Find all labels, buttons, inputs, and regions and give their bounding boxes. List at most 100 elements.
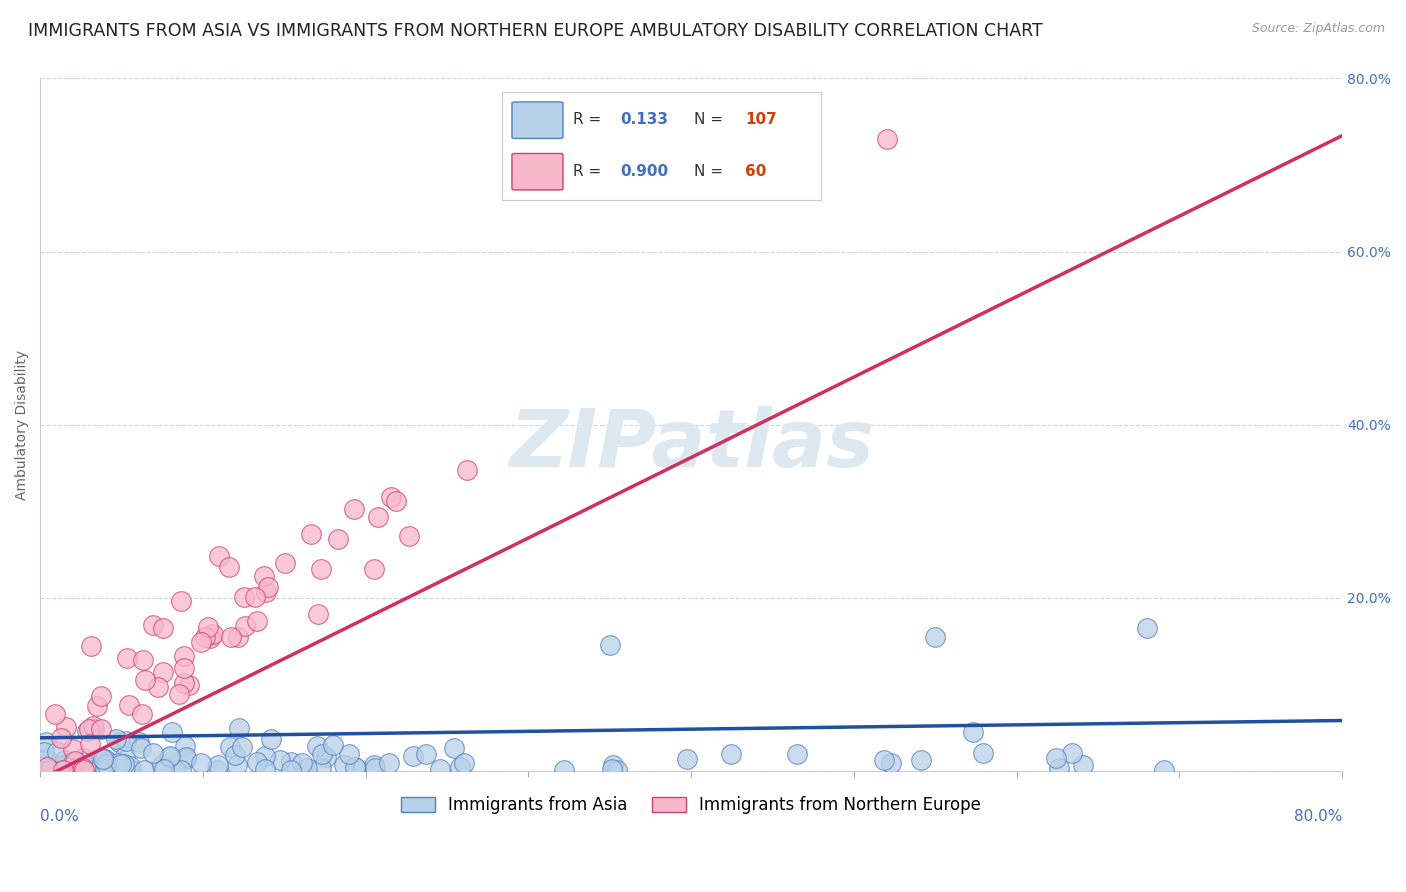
Point: [34, 751, 56, 765]
Point: [453, 756, 475, 770]
Point: [35, 760, 58, 774]
Point: [443, 741, 465, 756]
Point: [167, 687, 190, 701]
Point: [75, 758, 97, 772]
Point: [972, 746, 994, 760]
Point: [269, 753, 291, 767]
Point: [253, 749, 276, 764]
Point: [1153, 763, 1175, 777]
Point: [326, 532, 349, 546]
Point: [299, 527, 322, 541]
Point: [253, 569, 276, 583]
Point: [280, 763, 302, 777]
Point: [107, 756, 129, 770]
Point: [786, 747, 808, 761]
Point: [402, 748, 425, 763]
Point: [117, 698, 139, 713]
Point: [720, 747, 742, 761]
Point: [170, 763, 193, 777]
Point: [343, 760, 366, 774]
Point: [72, 761, 94, 775]
Text: 0.0%: 0.0%: [41, 809, 79, 824]
Point: [194, 631, 217, 645]
Point: [676, 752, 699, 766]
Point: [75, 762, 97, 776]
Point: [429, 762, 451, 776]
Point: [131, 706, 153, 721]
Point: [367, 509, 389, 524]
Point: [134, 763, 156, 777]
Point: [311, 747, 333, 761]
Point: [254, 585, 277, 599]
Point: [55, 721, 77, 735]
Point: [221, 630, 243, 644]
Point: [176, 750, 198, 764]
Point: [96, 757, 118, 772]
Text: ZIPatlas: ZIPatlas: [509, 407, 873, 484]
Point: [170, 594, 193, 608]
Point: [115, 651, 138, 665]
Point: [344, 761, 367, 775]
Point: [160, 724, 183, 739]
Point: [53, 758, 76, 772]
Point: [228, 721, 250, 735]
Point: [94, 762, 117, 776]
Point: [333, 758, 356, 772]
Text: 80.0%: 80.0%: [1294, 809, 1343, 824]
Point: [291, 756, 314, 771]
Point: [34, 759, 56, 773]
Point: [380, 490, 402, 504]
Point: [873, 753, 896, 767]
Point: [62, 741, 84, 756]
Point: [132, 652, 155, 666]
Point: [159, 749, 181, 764]
Point: [153, 763, 176, 777]
Point: [1136, 621, 1159, 635]
Point: [219, 739, 242, 754]
Point: [44, 707, 66, 722]
Point: [190, 756, 212, 770]
Point: [128, 735, 150, 749]
Point: [86, 699, 108, 714]
Point: [76, 724, 98, 739]
Point: [110, 757, 132, 772]
Text: Source: ZipAtlas.com: Source: ZipAtlas.com: [1251, 22, 1385, 36]
Point: [415, 747, 437, 761]
Point: [150, 757, 173, 772]
Point: [363, 562, 385, 576]
Point: [233, 619, 256, 633]
Point: [146, 680, 169, 694]
Point: [39, 756, 62, 770]
Point: [243, 590, 266, 604]
Point: [1045, 751, 1067, 765]
Point: [280, 755, 302, 769]
Point: [307, 607, 329, 621]
Point: [378, 756, 401, 771]
Point: [311, 761, 333, 775]
Point: [322, 738, 344, 752]
Point: [83, 722, 105, 736]
Point: [93, 752, 115, 766]
Point: [924, 630, 946, 644]
Point: [177, 678, 200, 692]
Point: [363, 758, 385, 772]
Point: [305, 739, 328, 753]
Point: [295, 761, 318, 775]
Point: [174, 752, 197, 766]
Point: [115, 734, 138, 748]
Point: [35, 734, 58, 748]
Point: [114, 748, 136, 763]
Point: [879, 756, 901, 770]
Point: [51, 731, 73, 746]
Point: [231, 740, 253, 755]
Point: [34, 745, 56, 759]
Point: [364, 761, 387, 775]
Point: [910, 753, 932, 767]
Point: [90, 723, 112, 737]
Point: [108, 735, 131, 749]
Point: [233, 590, 256, 604]
Point: [253, 762, 276, 776]
Point: [131, 741, 153, 756]
Point: [553, 763, 575, 777]
Point: [385, 493, 408, 508]
